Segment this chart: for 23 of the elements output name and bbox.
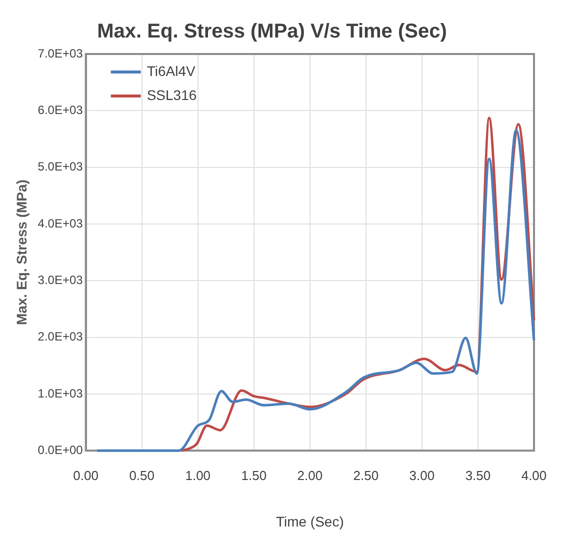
y-tick-label: 3.0E+03 xyxy=(38,272,84,287)
y-tick-label: 5.0E+03 xyxy=(38,160,84,174)
y-axis-title: Max. Eq. Stress (MPa) xyxy=(13,180,30,326)
x-tick-label: 3.00 xyxy=(409,468,435,483)
legend-label: SSL316 xyxy=(146,86,197,103)
x-tick-label: 0.00 xyxy=(73,468,98,483)
y-tick-label: 6.0E+03 xyxy=(38,102,84,117)
x-tick-label: 3.50 xyxy=(465,468,491,483)
line-series xyxy=(96,129,536,452)
x-tick-label: 2.00 xyxy=(297,468,323,483)
y-tick-label: 2.0E+03 xyxy=(38,330,84,344)
x-tick-label: 2.50 xyxy=(353,468,379,483)
legend-label: Ti6Al4V xyxy=(146,62,196,79)
x-tick-label: 1.50 xyxy=(241,468,267,483)
x-axis-title: Time (Sec) xyxy=(276,513,344,530)
y-tick-label: 1.0E+03 xyxy=(38,386,84,400)
y-tick-label: 7.0E+03 xyxy=(38,46,84,60)
x-tick-label: 0.50 xyxy=(129,468,155,483)
y-tick-label: 0.0E+00 xyxy=(38,442,84,457)
x-tick-label: 4.00 xyxy=(521,468,547,483)
chart-title: Max. Eq. Stress (MPa) V/s Time (Sec) xyxy=(97,20,447,43)
y-tick-label: 4.0E+03 xyxy=(38,216,84,230)
x-tick-label: 1.00 xyxy=(185,468,211,483)
